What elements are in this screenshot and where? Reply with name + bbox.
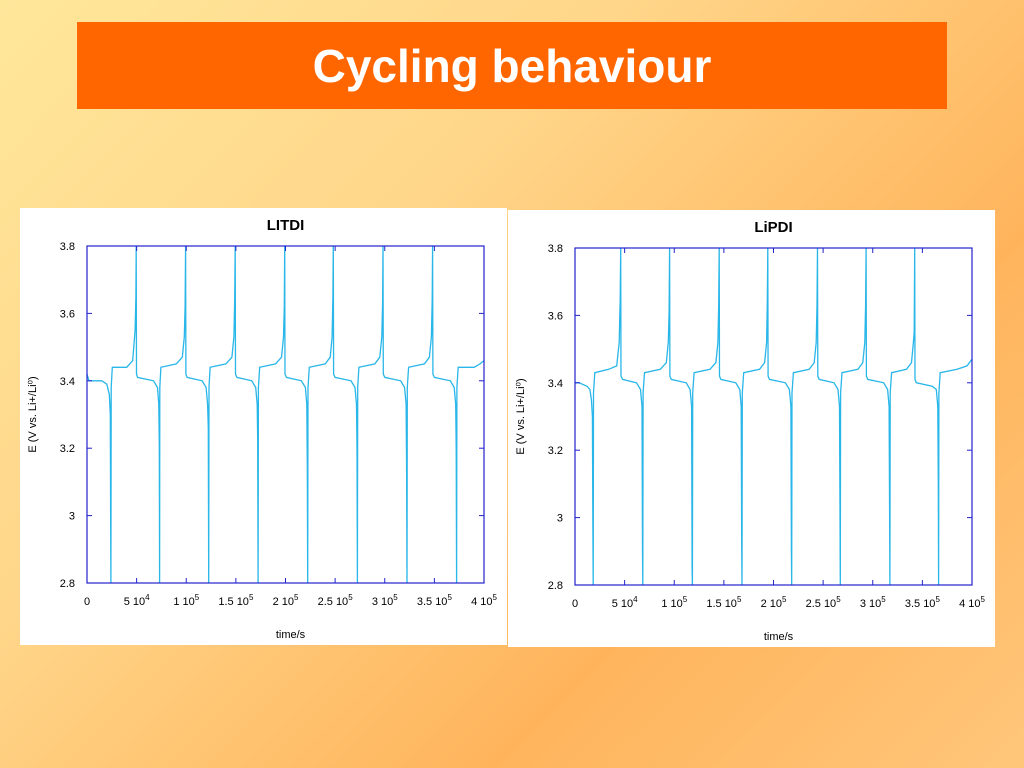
x-tick-label: 0 xyxy=(84,596,90,608)
x-tick-label: 2 105 xyxy=(761,595,787,610)
x-tick-label: 4 105 xyxy=(471,593,497,608)
y-tick-label: 3.4 xyxy=(60,376,75,388)
x-tick-label: 1 105 xyxy=(661,595,687,610)
x-tick-label: 1 105 xyxy=(173,593,199,608)
x-tick-exponent: 5 xyxy=(348,593,353,602)
x-tick-label: 1.5 105 xyxy=(218,593,254,608)
y-tick-label: 3.6 xyxy=(548,310,563,322)
y-tick-label: 3 xyxy=(69,511,75,523)
slide-title: Cycling behaviour xyxy=(312,39,712,92)
title-bar: Cycling behaviour xyxy=(77,22,947,109)
chart-panel-lipdi: LiPDI 2.8 3 3.2 3.4 3.6 3.8 0 5 104 1 105 1.5 105 2… xyxy=(508,210,995,647)
x-tick-mantissa: 1.5 10 xyxy=(218,596,249,608)
x-tick-exponent: 5 xyxy=(836,595,841,604)
x-tick-label: 2.5 105 xyxy=(806,595,842,610)
x-tick-mantissa: 3.5 10 xyxy=(905,598,936,610)
x-tick-label: 3 105 xyxy=(860,595,886,610)
x-tick-label: 2 105 xyxy=(273,593,299,608)
y-tick-label: 3.8 xyxy=(548,243,563,255)
x-axis-label: time/s xyxy=(764,631,794,643)
x-tick-mantissa: 2.5 10 xyxy=(806,598,837,610)
y-tick-label: 3.8 xyxy=(60,241,75,253)
series-line xyxy=(87,246,484,583)
x-tick-mantissa: 3 10 xyxy=(372,596,393,608)
x-tick-exponent: 5 xyxy=(195,593,200,602)
y-axis-label: E (V vs. Li+/Li⁰) xyxy=(515,378,527,454)
chart-panel-litdi: LITDI 2.8 3 3.2 3.4 3.6 3.8 0 5 104 1 105 1.5 105 2… xyxy=(20,208,507,645)
chart-title: LiPDI xyxy=(754,219,792,236)
x-tick-mantissa: 0 xyxy=(572,598,578,610)
x-tick-exponent: 5 xyxy=(249,593,254,602)
x-tick-exponent: 5 xyxy=(935,595,940,604)
x-tick-mantissa: 1 10 xyxy=(661,598,682,610)
x-tick-exponent: 4 xyxy=(145,593,150,602)
x-tick-mantissa: 1.5 10 xyxy=(706,598,737,610)
x-tick-exponent: 4 xyxy=(633,595,638,604)
series-line xyxy=(575,248,972,585)
x-tick-exponent: 5 xyxy=(980,595,985,604)
x-tick-exponent: 5 xyxy=(782,595,787,604)
y-tick-label: 3.4 xyxy=(548,378,563,390)
x-tick-label: 0 xyxy=(572,598,578,610)
x-tick-label: 3.5 105 xyxy=(905,595,941,610)
x-tick-label: 1.5 105 xyxy=(706,595,742,610)
x-tick-mantissa: 4 10 xyxy=(959,598,980,610)
x-tick-mantissa: 3.5 10 xyxy=(417,596,448,608)
plot-frame xyxy=(574,247,973,586)
y-tick-label: 2.8 xyxy=(60,578,75,590)
x-tick-exponent: 5 xyxy=(737,595,742,604)
x-tick-exponent: 5 xyxy=(393,593,398,602)
y-tick-label: 3.6 xyxy=(60,308,75,320)
x-tick-mantissa: 2 10 xyxy=(273,596,294,608)
y-axis-label: E (V vs. Li+/Li⁰) xyxy=(27,376,39,452)
x-tick-label: 5 104 xyxy=(612,595,638,610)
x-tick-mantissa: 0 xyxy=(84,596,90,608)
chart-title: LITDI xyxy=(267,217,305,234)
y-tick-label: 2.8 xyxy=(548,580,563,592)
x-tick-mantissa: 2 10 xyxy=(761,598,782,610)
y-tick-label: 3.2 xyxy=(60,443,75,455)
x-tick-label: 3.5 105 xyxy=(417,593,453,608)
x-tick-exponent: 5 xyxy=(881,595,886,604)
x-tick-label: 4 105 xyxy=(959,595,985,610)
plot-frame xyxy=(86,245,485,584)
x-tick-label: 5 104 xyxy=(124,593,150,608)
x-tick-exponent: 5 xyxy=(447,593,452,602)
x-tick-exponent: 5 xyxy=(492,593,497,602)
x-tick-label: 3 105 xyxy=(372,593,398,608)
y-tick-label: 3.2 xyxy=(548,445,563,457)
x-tick-exponent: 5 xyxy=(294,593,299,602)
x-tick-exponent: 5 xyxy=(683,595,688,604)
y-tick-label: 3 xyxy=(557,513,563,525)
x-tick-mantissa: 4 10 xyxy=(471,596,492,608)
x-tick-mantissa: 5 10 xyxy=(612,598,633,610)
x-tick-mantissa: 2.5 10 xyxy=(318,596,349,608)
x-tick-label: 2.5 105 xyxy=(318,593,354,608)
x-tick-mantissa: 5 10 xyxy=(124,596,145,608)
x-tick-mantissa: 1 10 xyxy=(173,596,194,608)
x-tick-mantissa: 3 10 xyxy=(860,598,881,610)
x-axis-label: time/s xyxy=(276,629,306,641)
